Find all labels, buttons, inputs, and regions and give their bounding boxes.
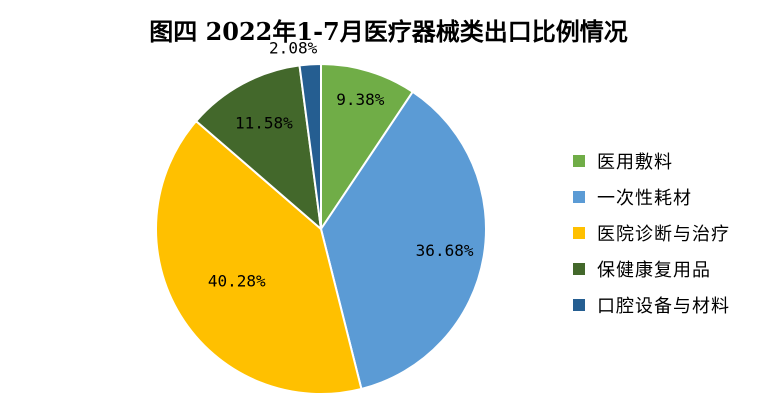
legend-item: 口腔设备与材料 [573,287,730,323]
pie-slice-2 [319,90,487,391]
legend-item: 保健康复用品 [573,251,730,287]
legend-label: 一次性耗材 [597,188,692,209]
data-label-1: 9.38% [336,90,385,109]
pie-slice-3 [155,119,363,395]
data-label-3: 40.28% [208,271,266,290]
legend-swatch [573,299,585,311]
data-label-2: 36.68% [416,241,474,260]
legend-swatch [573,263,585,275]
legend-label: 保健康复用品 [597,260,711,281]
legend: 医用敷料一次性耗材医院诊断与治疗 保健康复用品 口腔设备与材料 [573,143,730,323]
legend-swatch [573,227,585,239]
legend-swatch [573,155,585,167]
legend-label: 医用敷料 [597,152,673,173]
legend-item: 一次性耗材 [573,179,730,215]
pie-slice-1 [320,62,415,233]
legend-swatch [573,191,585,203]
chart-title: 图四 2022年1-7月医疗器械类出口比例情况 [149,17,628,46]
legend-item: 医用敷料 [573,143,730,179]
data-label-4: 11.58% [235,113,293,132]
pie-slice-4 [194,64,323,232]
legend-label: 医院诊断与治疗 [597,224,730,245]
legend-item: 医院诊断与治疗 [573,215,730,251]
pie-slice-5 [298,62,322,230]
data-label-5: 2.08% [269,38,318,57]
legend-label: 口腔设备与材料 [597,296,730,317]
